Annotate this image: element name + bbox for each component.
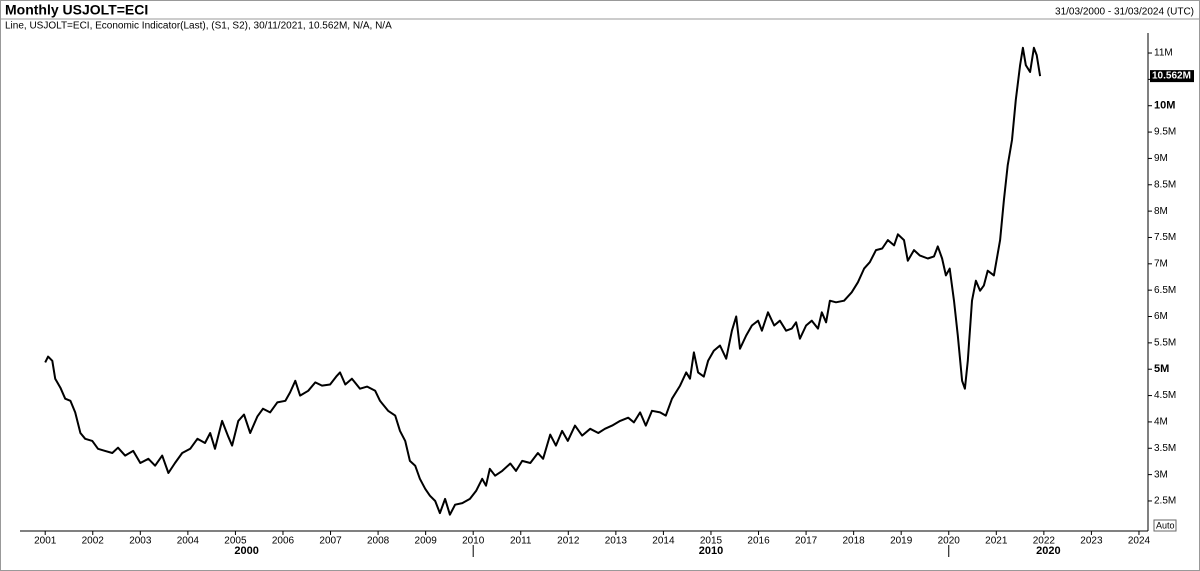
y-tick-label: 6M xyxy=(1154,311,1168,322)
y-tick-label: 10M xyxy=(1154,100,1175,112)
y-tick-label: 8.5M xyxy=(1154,179,1176,190)
x-tick-label: 2007 xyxy=(319,536,342,547)
x-tick-label: 2009 xyxy=(415,536,438,547)
x-tick-label: 2002 xyxy=(82,536,105,547)
date-range: 31/03/2000 - 31/03/2024 (UTC) xyxy=(1055,7,1194,18)
x-tick-label: 2016 xyxy=(747,536,770,547)
x-tick-label: 2022 xyxy=(1033,536,1056,547)
y-tick-label: 3.5M xyxy=(1154,443,1176,454)
x-tick-label: 2013 xyxy=(605,536,628,547)
chart-title: Monthly USJOLT=ECI xyxy=(5,2,148,18)
decade-label: 2000 xyxy=(234,545,258,557)
y-tick-label: 8M xyxy=(1154,206,1168,217)
y-tick-label: 2.5M xyxy=(1154,496,1176,507)
y-tick-label: 7M xyxy=(1154,258,1168,269)
x-tick-label: 2001 xyxy=(34,536,57,547)
y-tick-label: 11M xyxy=(1154,48,1173,59)
last-value-label: 10.562M xyxy=(1152,71,1191,82)
y-tick-label: 9M xyxy=(1154,153,1168,164)
x-tick-label: 2015 xyxy=(700,536,723,547)
x-tick-label: 2011 xyxy=(510,536,532,547)
x-tick-label: 2014 xyxy=(652,536,675,547)
x-tick-label: 2017 xyxy=(795,536,818,547)
decade-label: 2010 xyxy=(699,545,723,557)
x-tick-label: 2012 xyxy=(557,536,580,547)
x-tick-label: 2019 xyxy=(890,536,913,547)
subtitle: Line, USJOLT=ECI, Economic Indicator(Las… xyxy=(5,21,392,32)
last-value-tag xyxy=(1150,70,1194,83)
auto-button[interactable] xyxy=(1153,519,1177,532)
y-tick-label: 3M xyxy=(1154,469,1168,480)
y-tick-label: 9.5M xyxy=(1154,127,1176,138)
data-line xyxy=(44,46,1042,516)
x-tick-label: 2020 xyxy=(938,536,961,547)
y-tick-label: 5.5M xyxy=(1154,338,1176,349)
y-tick-label: 6.5M xyxy=(1154,285,1176,296)
auto-button-label[interactable]: Auto xyxy=(1156,520,1175,530)
x-tick-label: 2024 xyxy=(1128,536,1151,547)
x-tick-label: 2010 xyxy=(462,536,485,547)
x-tick-label: 2021 xyxy=(985,536,1008,547)
x-tick-label: 2004 xyxy=(177,536,200,547)
x-tick-label: 2005 xyxy=(224,536,247,547)
y-tick-label: 4.5M xyxy=(1154,390,1176,401)
x-tick-label: 2006 xyxy=(272,536,295,547)
y-tick-label: 7.5M xyxy=(1154,232,1176,243)
y-tick-label: 5M xyxy=(1154,363,1169,375)
decade-label: 2020 xyxy=(1036,545,1060,557)
x-tick-label: 2008 xyxy=(367,536,390,547)
x-tick-label: 2003 xyxy=(129,536,152,547)
x-tick-label: 2023 xyxy=(1080,536,1103,547)
y-tick-label: 4M xyxy=(1154,417,1168,428)
x-tick-label: 2018 xyxy=(843,536,866,547)
